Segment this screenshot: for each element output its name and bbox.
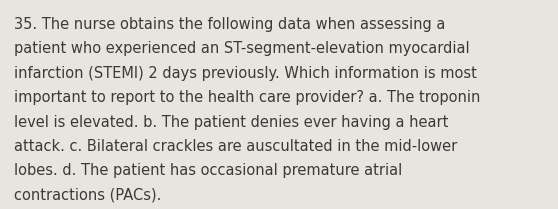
Text: lobes. d. The patient has occasional premature atrial: lobes. d. The patient has occasional pre… <box>14 163 402 178</box>
Text: attack. c. Bilateral crackles are auscultated in the mid-lower: attack. c. Bilateral crackles are auscul… <box>14 139 457 154</box>
Text: important to report to the health care provider? a. The troponin: important to report to the health care p… <box>14 90 480 105</box>
Text: patient who experienced an ST-segment-elevation myocardial: patient who experienced an ST-segment-el… <box>14 41 470 56</box>
Text: level is elevated. b. The patient denies ever having a heart: level is elevated. b. The patient denies… <box>14 115 448 130</box>
Text: infarction (STEMI) 2 days previously. Which information is most: infarction (STEMI) 2 days previously. Wh… <box>14 66 477 81</box>
Text: 35. The nurse obtains the following data when assessing a: 35. The nurse obtains the following data… <box>14 17 445 32</box>
Text: contractions (PACs).: contractions (PACs). <box>14 188 161 203</box>
